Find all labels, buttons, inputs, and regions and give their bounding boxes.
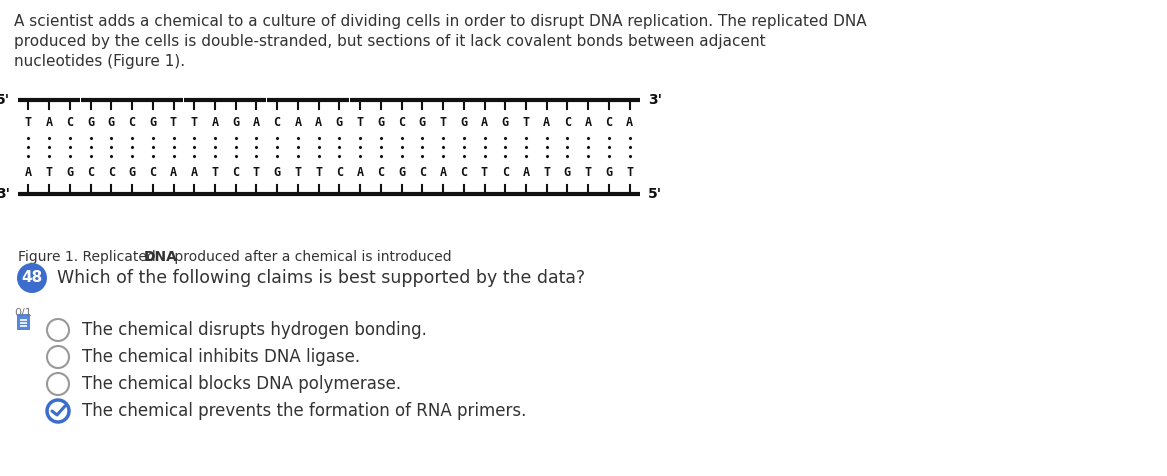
Text: Figure 1. Replicated: Figure 1. Replicated bbox=[18, 250, 160, 264]
Text: G: G bbox=[336, 116, 343, 129]
Text: C: C bbox=[419, 166, 426, 178]
Circle shape bbox=[18, 263, 47, 293]
Text: T: T bbox=[294, 166, 301, 178]
Text: G: G bbox=[128, 166, 135, 178]
Text: T: T bbox=[315, 166, 322, 178]
Text: T: T bbox=[25, 116, 32, 129]
Text: G: G bbox=[502, 116, 509, 129]
Text: A: A bbox=[440, 166, 447, 178]
Text: A: A bbox=[211, 116, 218, 129]
Text: T: T bbox=[626, 166, 634, 178]
Text: The chemical blocks DNA polymerase.: The chemical blocks DNA polymerase. bbox=[82, 375, 401, 393]
Text: G: G bbox=[377, 116, 384, 129]
Text: C: C bbox=[460, 166, 467, 178]
Text: C: C bbox=[606, 116, 613, 129]
Text: T: T bbox=[543, 166, 551, 178]
Text: A: A bbox=[190, 166, 197, 178]
Text: produced by the cells is double-stranded, but sections of it lack covalent bonds: produced by the cells is double-stranded… bbox=[14, 34, 766, 49]
Text: G: G bbox=[398, 166, 405, 178]
Text: G: G bbox=[460, 116, 467, 129]
Text: 3': 3' bbox=[0, 187, 11, 201]
Text: C: C bbox=[149, 166, 156, 178]
Circle shape bbox=[47, 346, 69, 368]
Text: 0/1: 0/1 bbox=[14, 308, 32, 318]
Text: A: A bbox=[481, 116, 488, 129]
Text: C: C bbox=[564, 116, 571, 129]
Text: A: A bbox=[357, 166, 364, 178]
Text: C: C bbox=[398, 116, 405, 129]
Text: C: C bbox=[107, 166, 114, 178]
Text: G: G bbox=[419, 116, 426, 129]
Text: T: T bbox=[357, 116, 364, 129]
Text: A: A bbox=[626, 116, 634, 129]
Text: T: T bbox=[211, 166, 218, 178]
Text: G: G bbox=[107, 116, 114, 129]
Text: G: G bbox=[273, 166, 281, 178]
Text: A: A bbox=[46, 116, 53, 129]
Text: G: G bbox=[564, 166, 571, 178]
Text: T: T bbox=[481, 166, 488, 178]
Text: C: C bbox=[336, 166, 343, 178]
Text: 3': 3' bbox=[648, 93, 662, 107]
Text: C: C bbox=[502, 166, 509, 178]
Text: A: A bbox=[315, 116, 322, 129]
Text: 48: 48 bbox=[21, 270, 43, 286]
Text: A: A bbox=[25, 166, 32, 178]
Text: 5': 5' bbox=[0, 93, 11, 107]
Text: C: C bbox=[232, 166, 239, 178]
Text: G: G bbox=[606, 166, 613, 178]
Text: A: A bbox=[523, 166, 530, 178]
Text: T: T bbox=[46, 166, 53, 178]
Text: G: G bbox=[232, 116, 239, 129]
Text: G: G bbox=[149, 116, 156, 129]
Text: C: C bbox=[67, 116, 74, 129]
Text: The chemical disrupts hydrogen bonding.: The chemical disrupts hydrogen bonding. bbox=[82, 321, 427, 339]
Text: T: T bbox=[440, 116, 447, 129]
Text: G: G bbox=[67, 166, 74, 178]
Text: C: C bbox=[273, 116, 281, 129]
Text: produced after a chemical is introduced: produced after a chemical is introduced bbox=[170, 250, 452, 264]
Text: T: T bbox=[523, 116, 530, 129]
Text: A: A bbox=[253, 116, 260, 129]
Text: The chemical inhibits DNA ligase.: The chemical inhibits DNA ligase. bbox=[82, 348, 361, 366]
Text: T: T bbox=[253, 166, 260, 178]
Text: A scientist adds a chemical to a culture of dividing cells in order to disrupt D: A scientist adds a chemical to a culture… bbox=[14, 14, 867, 29]
Text: T: T bbox=[170, 116, 177, 129]
Text: T: T bbox=[190, 116, 197, 129]
Circle shape bbox=[47, 400, 69, 422]
Text: 5': 5' bbox=[648, 187, 662, 201]
Text: C: C bbox=[377, 166, 384, 178]
Text: T: T bbox=[585, 166, 592, 178]
Text: C: C bbox=[88, 166, 95, 178]
Text: C: C bbox=[128, 116, 135, 129]
Circle shape bbox=[47, 373, 69, 395]
FancyBboxPatch shape bbox=[18, 314, 30, 330]
Text: A: A bbox=[585, 116, 592, 129]
Circle shape bbox=[47, 319, 69, 341]
Text: G: G bbox=[88, 116, 95, 129]
Text: The chemical prevents the formation of RNA primers.: The chemical prevents the formation of R… bbox=[82, 402, 526, 420]
Text: Which of the following claims is best supported by the data?: Which of the following claims is best su… bbox=[57, 269, 585, 287]
Text: A: A bbox=[294, 116, 301, 129]
Text: A: A bbox=[170, 166, 177, 178]
Text: A: A bbox=[543, 116, 551, 129]
Text: nucleotides (Figure 1).: nucleotides (Figure 1). bbox=[14, 54, 186, 69]
Text: DNA: DNA bbox=[144, 250, 177, 264]
